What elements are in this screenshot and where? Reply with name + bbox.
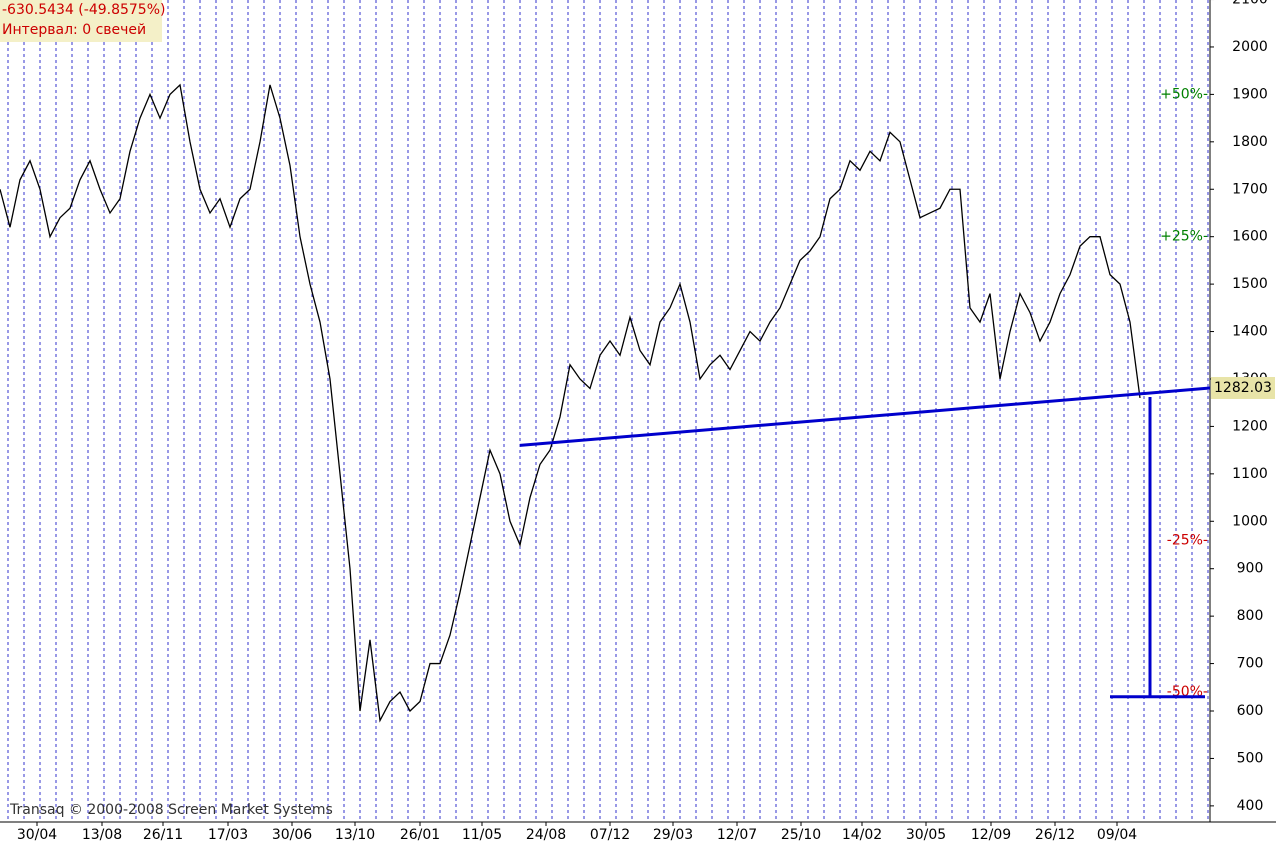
x-tick-label: 14/02	[842, 827, 882, 843]
x-tick-label: 12/07	[717, 827, 757, 843]
y-tick-label: 1900	[1232, 86, 1268, 102]
x-tick-label: 13/10	[335, 827, 375, 843]
price-line	[0, 83, 1141, 723]
y-tick-label: 800	[1237, 608, 1264, 624]
x-tick-label: 07/12	[590, 827, 630, 843]
y-tick-label: 1700	[1232, 181, 1268, 197]
x-tick-label: 12/09	[971, 827, 1011, 843]
footer: Transaq © 2000-2008 Screen Market System…	[9, 802, 333, 818]
y-tick-label: 1100	[1232, 466, 1268, 482]
y-tick-label: 2100	[1232, 0, 1268, 8]
x-tick-label: 11/05	[462, 827, 502, 843]
subheader: Интервал: 0 свечей	[2, 22, 146, 38]
x-tick-label: 13/08	[82, 827, 122, 843]
x-tick-label: 30/04	[17, 827, 57, 843]
price-tag: 1282.03	[1214, 380, 1272, 396]
y-tick-label: 900	[1237, 561, 1264, 577]
y-tick-label: 2000	[1232, 39, 1268, 55]
price-tag-box	[1211, 376, 1275, 399]
x-tick-label: 26/01	[400, 827, 440, 843]
x-tick-label: 26/11	[143, 827, 183, 843]
x-tick-label: 09/04	[1097, 827, 1137, 843]
y-tick-label: 1000	[1232, 513, 1268, 529]
y-tick-label: 400	[1237, 798, 1264, 814]
trendline	[519, 386, 1211, 447]
level-label: +50%-	[1160, 86, 1208, 102]
minor-grid	[0, 0, 1210, 822]
y-tick-label: 1200	[1232, 418, 1268, 434]
y-tick-label: 500	[1237, 750, 1264, 766]
x-tick-label: 25/10	[781, 827, 821, 843]
header-box	[0, 0, 162, 42]
level-label: +25%-	[1160, 229, 1208, 245]
y-tick-label: 600	[1237, 703, 1264, 719]
x-tick-label: 30/05	[906, 827, 946, 843]
y-tick-label: 700	[1237, 656, 1264, 672]
x-tick-label: 30/06	[272, 827, 312, 843]
y-tick-label: 1400	[1232, 324, 1268, 340]
x-tick-label: 26/12	[1035, 827, 1075, 843]
x-tick-label: 24/08	[526, 827, 566, 843]
header: -630.5434 (-49.8575%)	[2, 2, 165, 18]
y-tick-label: 1800	[1232, 134, 1268, 150]
y-tick-label: 1600	[1232, 229, 1268, 245]
x-tick-label: 29/03	[653, 827, 693, 843]
x-tick-label: 17/03	[208, 827, 248, 843]
y-tick-label: 1500	[1232, 276, 1268, 292]
level-label: -25%-	[1167, 532, 1208, 548]
